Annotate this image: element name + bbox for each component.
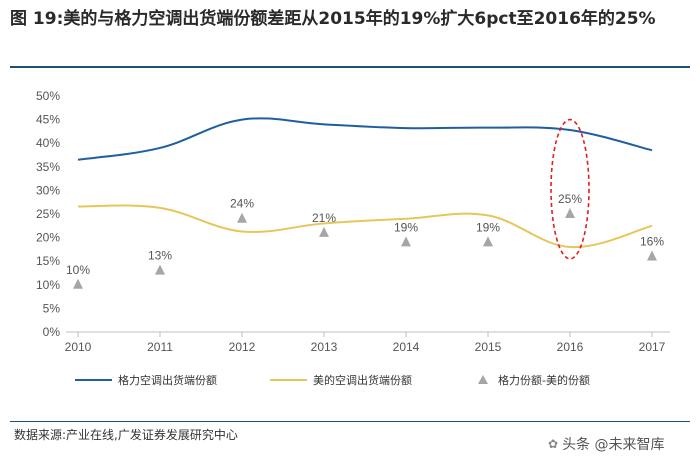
y-tick-label: 45% [36, 113, 60, 127]
title-divider [10, 66, 690, 68]
legend-diff-swatch [478, 375, 488, 384]
y-tick-label: 25% [36, 207, 60, 221]
midea-share-line [77, 204, 653, 249]
y-tick-label: 35% [36, 160, 60, 174]
data-source: 数据来源:产业在线,广发证券发展研究中心 [14, 428, 238, 442]
x-tick-label: 2011 [147, 340, 173, 354]
watermark-text: 头条 @未来智库 [562, 437, 665, 453]
legend: 格力空调出货端份额 美的空调出货端份额 格力份额-美的份额 [75, 373, 590, 387]
diff-data-label: 21% [312, 211, 336, 225]
y-tick-label: 5% [43, 301, 61, 315]
x-tick-label: 2016 [557, 340, 584, 354]
x-tick-label: 2014 [393, 340, 420, 354]
y-tick-label: 20% [36, 231, 60, 245]
diff-data-label: 19% [476, 220, 500, 234]
series-lines [77, 117, 653, 249]
gree-share-line [77, 117, 653, 161]
x-tick-label: 2017 [639, 340, 666, 354]
diff-marker [483, 236, 493, 247]
wechat-icon: ✿ [548, 437, 559, 451]
diff-data-label: 10% [66, 263, 90, 277]
y-tick-label: 50% [36, 89, 60, 103]
highlight-2016-ellipse [550, 118, 590, 260]
diff-marker [73, 278, 83, 289]
watermark: ✿ 头条 @未来智库 [548, 434, 665, 454]
diff-data-label: 19% [394, 220, 418, 234]
x-tick-label: 2010 [65, 340, 92, 354]
diff-marker [155, 264, 165, 275]
y-tick-label: 10% [36, 278, 60, 292]
x-tick-label: 2012 [229, 340, 256, 354]
diff-data-label: 25% [558, 192, 582, 206]
x-tick-label: 2013 [311, 340, 338, 354]
diff-data-label: 24% [230, 197, 254, 211]
diff-marker [319, 226, 329, 237]
y-tick-label: 0% [43, 325, 61, 339]
diff-marker [647, 250, 657, 261]
x-tick-label: 2015 [475, 340, 502, 354]
highlight-ellipse [550, 118, 590, 260]
chart-title: 图 19:美的与格力空调出货端份额差距从2015年的19%扩大6pct至2016… [10, 9, 656, 29]
diff-marker [237, 212, 247, 223]
diff-markers: 10% 13% 24% 21% 19% 19% 25% 16% [66, 192, 664, 289]
diff-marker [401, 236, 411, 247]
y-axis: 0% 5% 10% 15% 20% 25% 30% 35% 40% 45% 50% [36, 89, 670, 339]
y-tick-label: 15% [36, 254, 60, 268]
y-tick-label: 30% [36, 183, 60, 197]
y-tick-label: 40% [36, 136, 60, 150]
diff-marker [565, 208, 575, 218]
legend-midea-label: 美的空调出货端份额 [313, 373, 412, 387]
x-axis: 2010 2011 2012 2013 2014 2015 2016 2017 [65, 332, 666, 354]
diff-data-label: 16% [640, 234, 664, 248]
line-chart: 0% 5% 10% 15% 20% 25% 30% 35% 40% 45% 50% 2010 2011… [36, 89, 670, 387]
source-divider [10, 421, 690, 422]
diff-data-label: 13% [148, 249, 172, 263]
legend-diff-label: 格力份额-美的份额 [498, 373, 590, 387]
legend-gree-label: 格力空调出货端份额 [118, 373, 217, 387]
